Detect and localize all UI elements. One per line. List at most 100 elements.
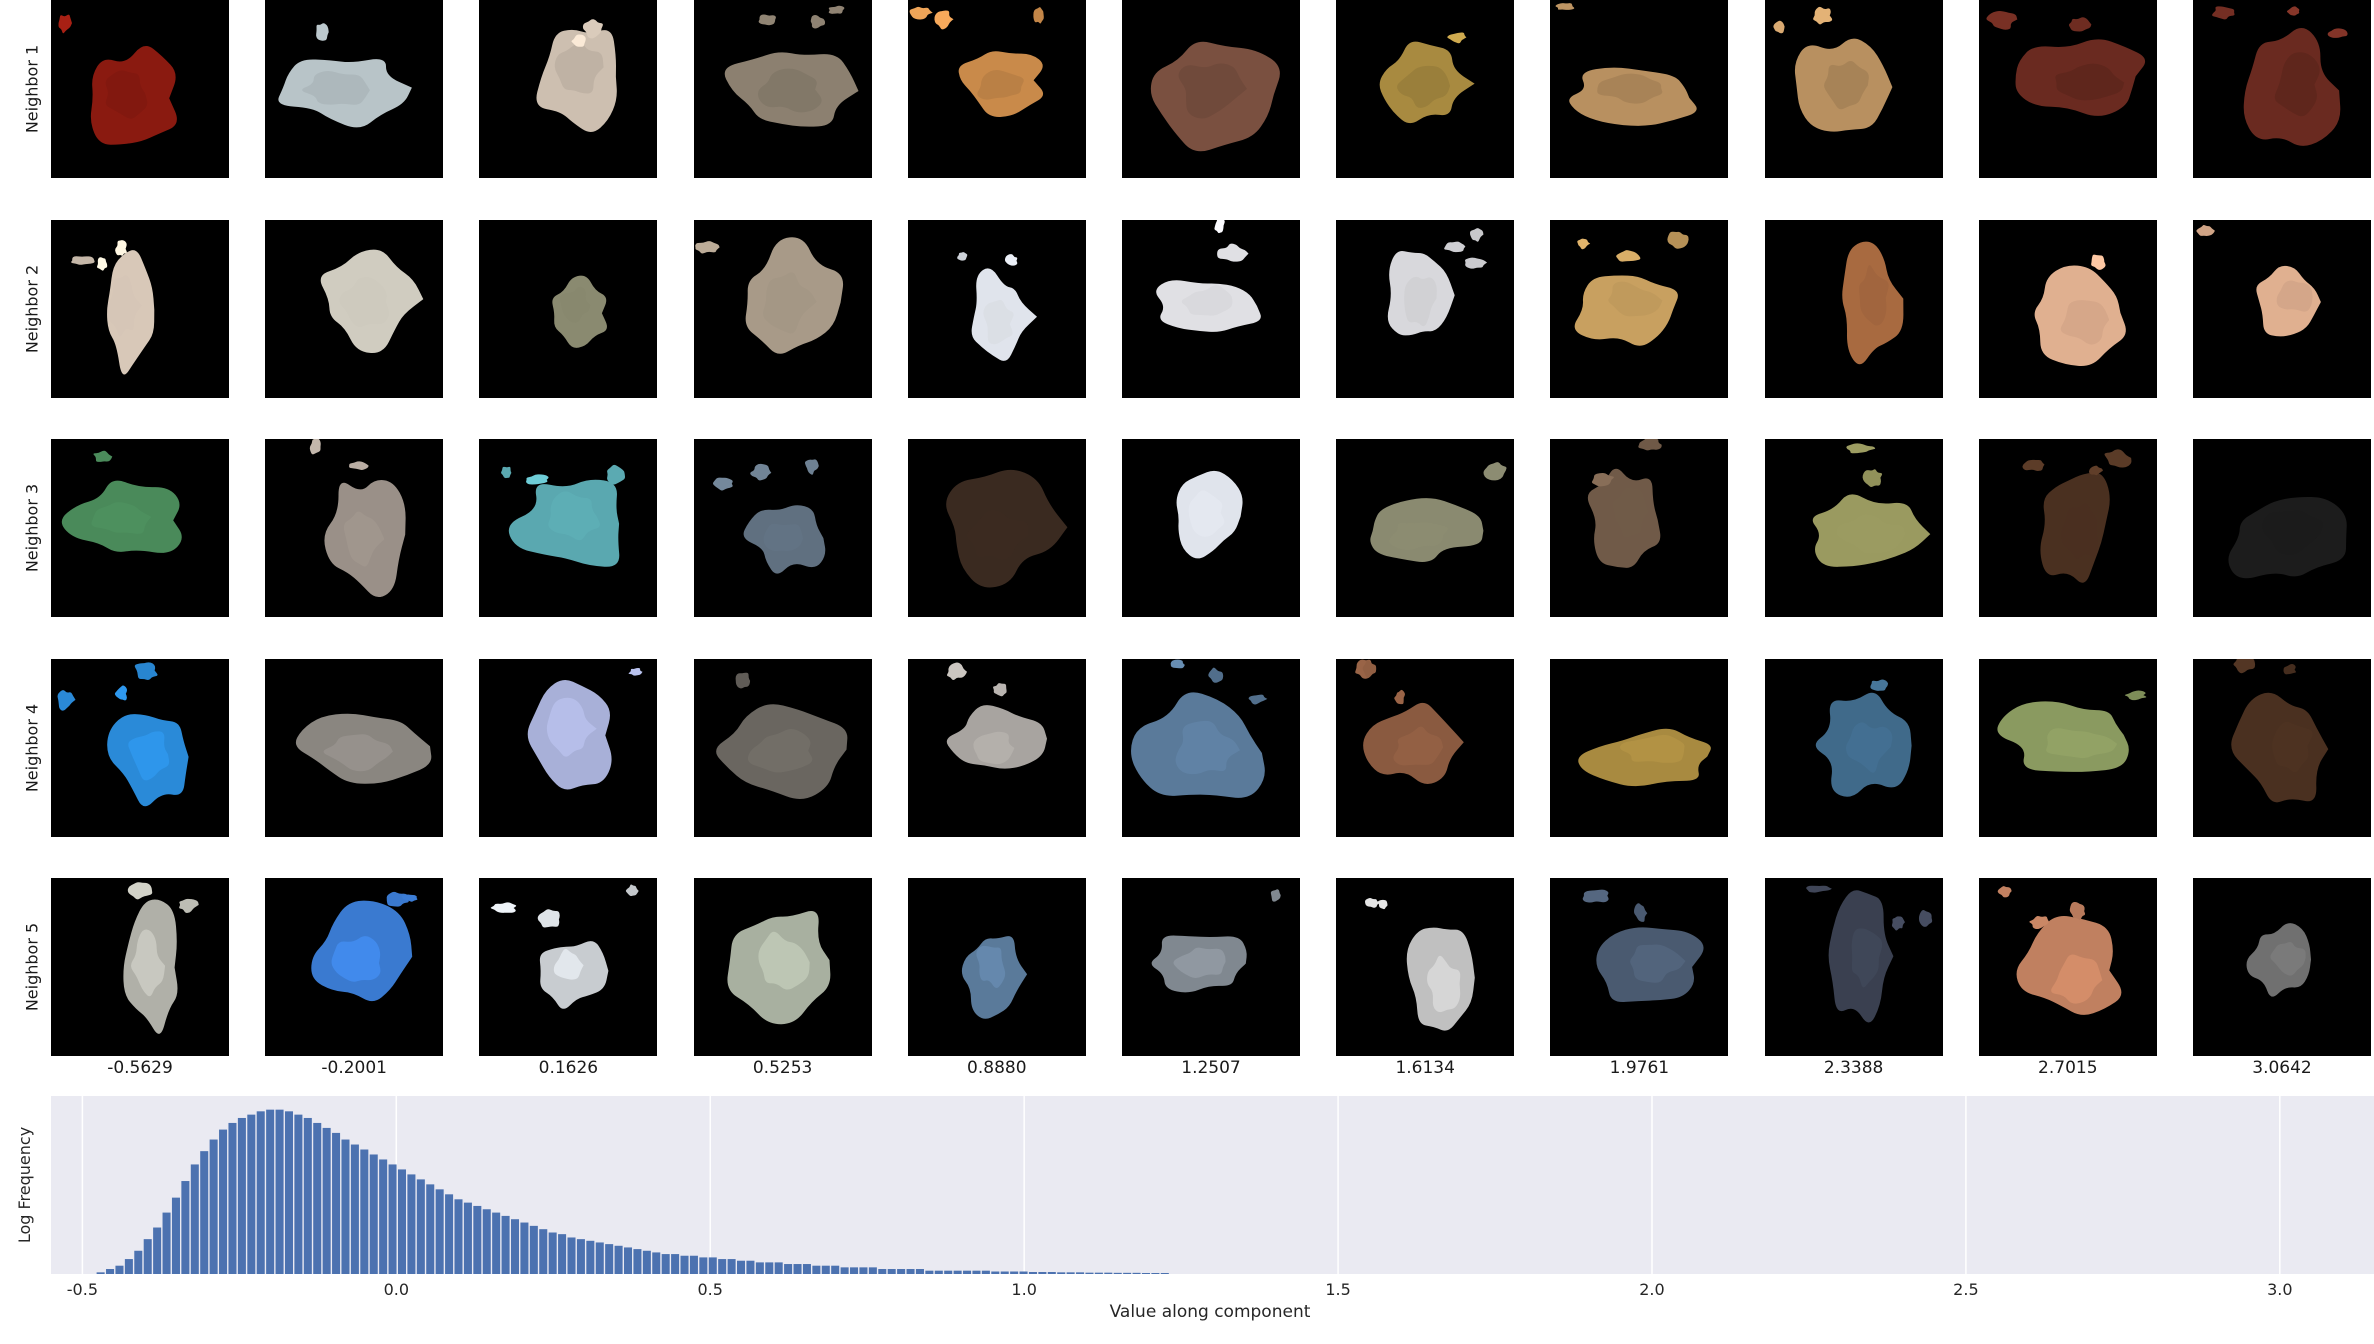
patch-tile-r3-c3 bbox=[479, 439, 658, 617]
histogram-bar bbox=[209, 1139, 218, 1274]
patch-tile-r2-c4 bbox=[693, 219, 872, 398]
x-axis-label: Value along component bbox=[1110, 1302, 1311, 1322]
x-tick-label: -0.5 bbox=[67, 1280, 98, 1299]
histogram-bar bbox=[576, 1239, 585, 1274]
histogram-bar bbox=[1000, 1271, 1009, 1274]
patch-tile-r2-c7 bbox=[1336, 219, 1515, 398]
histogram-bar bbox=[1066, 1272, 1075, 1274]
patch-tile-r1-c3 bbox=[479, 0, 658, 178]
histogram-bar bbox=[1094, 1272, 1103, 1274]
histogram-bar bbox=[737, 1260, 746, 1274]
histogram-bar bbox=[567, 1237, 576, 1274]
patch-tile-r2-c1 bbox=[51, 219, 229, 398]
patch-tile-r3-c1 bbox=[51, 439, 229, 617]
histogram-bar bbox=[332, 1132, 341, 1274]
histogram-bar bbox=[397, 1169, 407, 1274]
histogram-bar bbox=[981, 1270, 990, 1274]
histogram-bar bbox=[661, 1254, 670, 1274]
histogram-bar bbox=[228, 1122, 237, 1274]
column-value-3: 0.1626 bbox=[538, 1058, 599, 1078]
histogram-bar bbox=[953, 1270, 962, 1274]
patch-tile-r5-c2 bbox=[265, 878, 444, 1056]
histogram-bar bbox=[671, 1254, 680, 1274]
patch-tile-r5-c1 bbox=[51, 878, 229, 1056]
histogram-bar bbox=[1076, 1272, 1085, 1274]
patch-tile-r4-c3 bbox=[479, 658, 658, 837]
patch-tile-r1-c10 bbox=[1978, 0, 2157, 178]
histogram-bar bbox=[925, 1270, 934, 1274]
patch-tile-r1-c2 bbox=[265, 0, 444, 178]
patch-tile-r1-c1 bbox=[51, 0, 229, 178]
histogram-bar bbox=[906, 1269, 915, 1274]
patch-tile-r4-c5 bbox=[907, 658, 1086, 837]
histogram-bar bbox=[784, 1264, 793, 1274]
histogram-bar bbox=[642, 1250, 651, 1274]
histogram-bar bbox=[96, 1272, 105, 1274]
histogram-bar bbox=[765, 1262, 774, 1274]
neighbor-grid: Neighbor 1 Neighbor 2 Neighbor 3 Neighbor 4… bbox=[23, 0, 2371, 1078]
histogram-bar bbox=[1113, 1272, 1122, 1274]
patch-tile-r2-c11 bbox=[2193, 219, 2371, 398]
patch-tile-r3-c7 bbox=[1336, 439, 1515, 617]
histogram-bar bbox=[850, 1267, 859, 1274]
histogram-bar bbox=[190, 1164, 199, 1274]
histogram-bar bbox=[492, 1212, 501, 1274]
patch-tile-r4-c10 bbox=[1978, 658, 2157, 837]
column-value-4: 0.5253 bbox=[752, 1058, 813, 1078]
histogram-bar bbox=[1057, 1272, 1066, 1274]
x-tick-label: 0.5 bbox=[698, 1280, 723, 1299]
patch-tile-r5-c9 bbox=[1764, 878, 1943, 1056]
histogram-bar bbox=[322, 1127, 331, 1274]
patch-tile-r3-c6 bbox=[1122, 439, 1300, 617]
column-value-2: -0.2001 bbox=[321, 1058, 387, 1078]
patch-tile-r1-c5 bbox=[907, 0, 1086, 178]
histogram-bar bbox=[558, 1234, 567, 1274]
patch-tile-r4-c1 bbox=[51, 658, 229, 837]
histogram-bar bbox=[652, 1252, 661, 1274]
histogram-bar bbox=[831, 1265, 840, 1274]
histogram-bar bbox=[840, 1267, 849, 1274]
histogram-bar bbox=[802, 1264, 811, 1274]
patch-tile-r5-c6 bbox=[1122, 878, 1300, 1056]
histogram-bar bbox=[369, 1154, 378, 1274]
histogram-bar bbox=[755, 1262, 764, 1274]
column-value-11: 3.0642 bbox=[2252, 1058, 2312, 1078]
patch-tile-r2-c2 bbox=[265, 219, 444, 398]
x-tick-label: 2.0 bbox=[1639, 1280, 1664, 1299]
histogram-bar bbox=[529, 1225, 538, 1274]
histogram-bar bbox=[718, 1259, 727, 1274]
histogram-bar bbox=[878, 1269, 887, 1274]
histogram-bar bbox=[774, 1262, 783, 1274]
column-value-8: 1.9761 bbox=[1609, 1058, 1670, 1078]
histogram-bar bbox=[1085, 1272, 1094, 1274]
y-axis-label: Log Frequency bbox=[15, 1127, 34, 1243]
histogram-bar bbox=[181, 1181, 190, 1274]
histogram-bar bbox=[379, 1159, 388, 1274]
histogram-bar bbox=[548, 1232, 557, 1274]
patch-tile-r1-c8 bbox=[1550, 0, 1729, 178]
histogram-bar bbox=[445, 1194, 454, 1274]
histogram-bar bbox=[426, 1184, 435, 1274]
patch-tile-r5-c4 bbox=[693, 878, 872, 1056]
histogram-bar bbox=[915, 1269, 924, 1274]
patch-tile-r2-c3 bbox=[479, 219, 658, 398]
histogram-bar bbox=[680, 1255, 689, 1274]
histogram-bar bbox=[963, 1270, 972, 1274]
histogram-bar bbox=[1151, 1273, 1160, 1274]
histogram-bar bbox=[1019, 1271, 1028, 1274]
patch-tile-r2-c9 bbox=[1764, 219, 1943, 398]
histogram-bar bbox=[708, 1257, 717, 1274]
patch-tile-r3-c4 bbox=[693, 439, 872, 617]
histogram-bar bbox=[115, 1265, 124, 1274]
histogram-bar bbox=[812, 1265, 821, 1274]
histogram-bar bbox=[134, 1250, 143, 1274]
patch-tile-r5-c7 bbox=[1336, 878, 1515, 1056]
patch-tile-r2-c5 bbox=[907, 219, 1086, 398]
histogram-bar bbox=[143, 1239, 152, 1274]
histogram-bar bbox=[171, 1197, 180, 1274]
histogram-bar bbox=[1047, 1272, 1056, 1274]
patch-tile-r5-c11 bbox=[2193, 878, 2371, 1056]
patch-tile-r5-c10 bbox=[1978, 878, 2157, 1056]
column-value-5: 0.8880 bbox=[967, 1058, 1027, 1078]
histogram-bar bbox=[162, 1212, 171, 1274]
